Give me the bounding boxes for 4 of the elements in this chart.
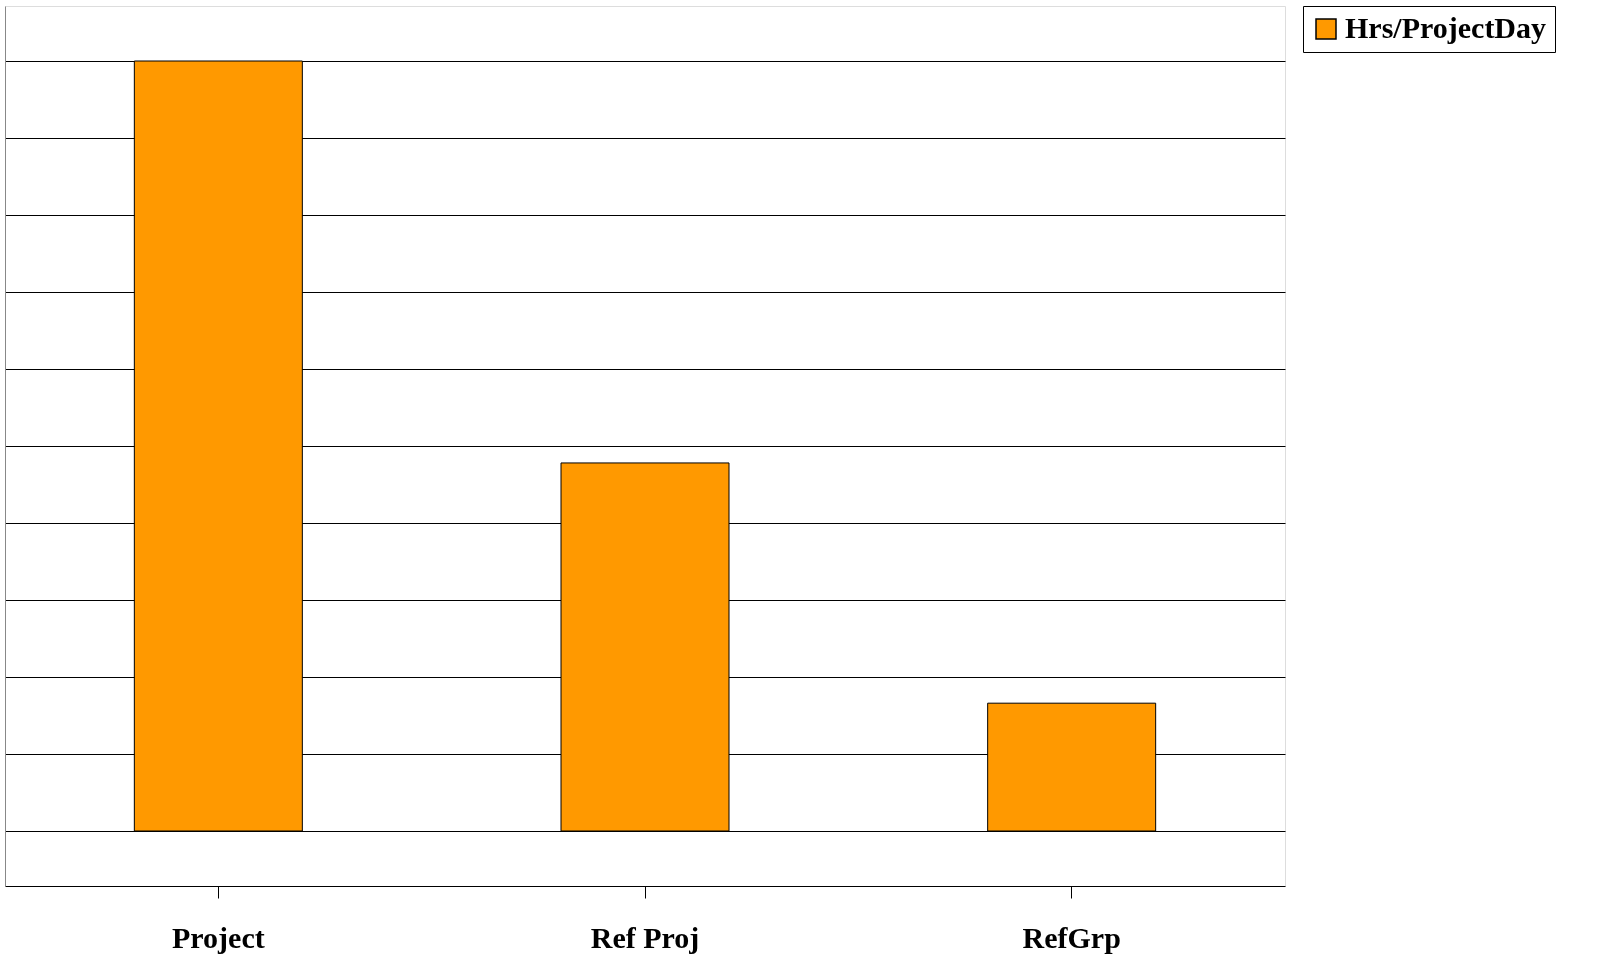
x-tick-label: Project (171, 920, 265, 954)
x-tick-label: Ref Proj (590, 920, 700, 954)
x-tick-label: RefGrp (1022, 920, 1121, 954)
legend-label: Hrs/ProjectDay (1345, 11, 1547, 44)
